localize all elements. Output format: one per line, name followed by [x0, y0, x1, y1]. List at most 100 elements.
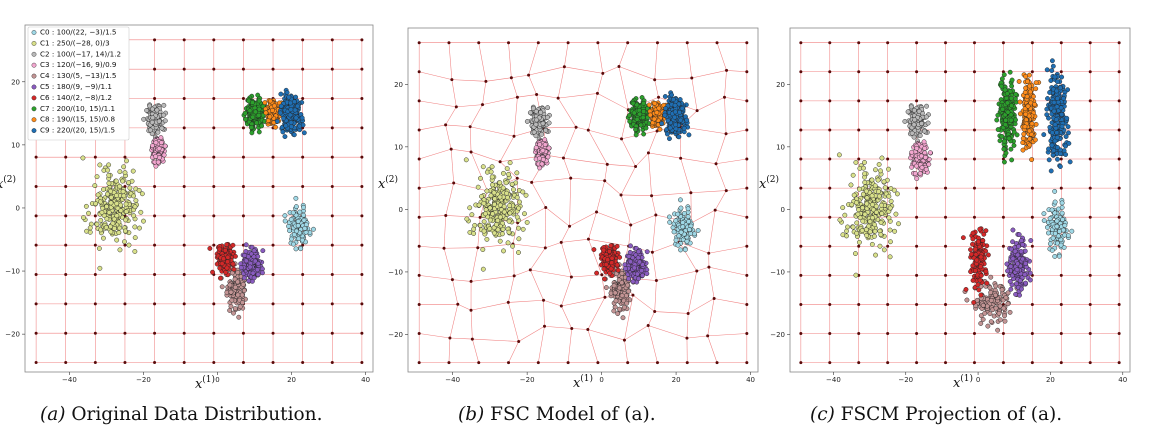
grid-node: [620, 193, 623, 196]
grid-node: [647, 324, 650, 327]
grid-node: [94, 273, 97, 276]
data-point: [154, 140, 158, 144]
grid-node: [799, 361, 802, 364]
grid-node: [331, 302, 334, 305]
data-point: [291, 211, 295, 215]
data-point: [464, 158, 468, 162]
data-point: [1048, 216, 1052, 220]
data-point: [542, 137, 546, 141]
grid-node: [1002, 332, 1005, 335]
data-point: [133, 235, 137, 239]
data-point: [498, 239, 502, 243]
data-point: [863, 180, 867, 184]
data-point: [841, 205, 845, 209]
data-point: [485, 237, 489, 241]
grid-node: [653, 310, 656, 313]
grid-node: [653, 78, 656, 81]
data-point: [517, 237, 521, 241]
data-point: [236, 293, 240, 297]
grid-node: [695, 269, 698, 272]
grid-node: [886, 158, 889, 161]
data-point: [490, 212, 494, 216]
data-point: [95, 174, 99, 178]
data-point: [268, 99, 272, 103]
data-point: [843, 213, 847, 217]
grid-node: [272, 38, 275, 41]
data-point: [224, 242, 228, 246]
grid-node: [544, 206, 547, 209]
data-point: [133, 205, 137, 209]
data-point: [221, 257, 225, 261]
grid-node: [484, 80, 487, 83]
grid-node: [562, 157, 565, 160]
data-point: [253, 259, 257, 263]
data-point: [641, 132, 645, 136]
grid-node: [1118, 303, 1121, 306]
grid-node: [915, 41, 918, 44]
grid-node: [516, 177, 519, 180]
data-point: [244, 249, 248, 253]
grid-node: [331, 185, 334, 188]
grid-node: [973, 187, 976, 190]
grid-node: [944, 361, 947, 364]
data-point: [465, 217, 469, 221]
grid-node: [828, 274, 831, 277]
data-point: [685, 118, 689, 122]
data-point: [631, 279, 635, 283]
data-point: [218, 276, 222, 280]
grid-node: [745, 216, 748, 219]
data-point: [124, 159, 128, 163]
figure: −40 −20 0 20 40 −20 −10 0 10 20 x(1) x(2) C0 : 100/(…: [0, 0, 1152, 400]
data-point: [602, 277, 606, 281]
grid-node: [94, 302, 97, 305]
grid-node: [563, 65, 566, 68]
x-tick-label: 0: [599, 376, 603, 384]
grid-node: [1031, 245, 1034, 248]
data-point: [225, 260, 229, 264]
data-point: [263, 100, 267, 104]
data-point: [502, 204, 506, 208]
data-point: [233, 306, 237, 310]
grid-node: [360, 156, 363, 159]
data-point: [855, 221, 859, 225]
data-point: [534, 122, 538, 126]
grid-node: [272, 68, 275, 71]
data-point: [865, 196, 869, 200]
legend-marker: [32, 52, 36, 56]
grid-node: [1089, 274, 1092, 277]
data-point: [114, 238, 118, 242]
grid-node: [686, 41, 689, 44]
x-tick-label: −20: [520, 376, 535, 384]
plot-frame: [408, 28, 758, 372]
data-point: [886, 167, 890, 171]
grid-node: [183, 97, 186, 100]
grid-node: [212, 185, 215, 188]
data-point: [1053, 254, 1057, 258]
grid-node: [828, 70, 831, 73]
data-point: [118, 248, 122, 252]
grid-node: [1089, 216, 1092, 219]
data-point: [137, 226, 141, 230]
data-point: [511, 187, 515, 191]
data-point: [667, 215, 671, 219]
grid-node: [886, 361, 889, 364]
data-point: [663, 113, 667, 117]
data-point: [501, 227, 505, 231]
grid-node: [745, 70, 748, 73]
grid-node: [973, 70, 976, 73]
data-point: [674, 127, 678, 131]
grid-node: [530, 181, 533, 184]
grid-node: [456, 303, 459, 306]
grid-node: [418, 361, 421, 364]
data-point: [160, 126, 164, 130]
data-point: [1070, 229, 1074, 233]
data-point: [294, 116, 298, 120]
x-tick-label: 20: [672, 376, 681, 384]
panel-b-scatter: −40 −20 0 20 40−20−1001020x(1)x(2): [378, 28, 758, 391]
grid-node: [687, 312, 690, 315]
grid-node: [418, 332, 421, 335]
grid-node: [64, 273, 67, 276]
data-point: [677, 110, 681, 114]
grid-node: [799, 245, 802, 248]
grid-node: [606, 163, 609, 166]
